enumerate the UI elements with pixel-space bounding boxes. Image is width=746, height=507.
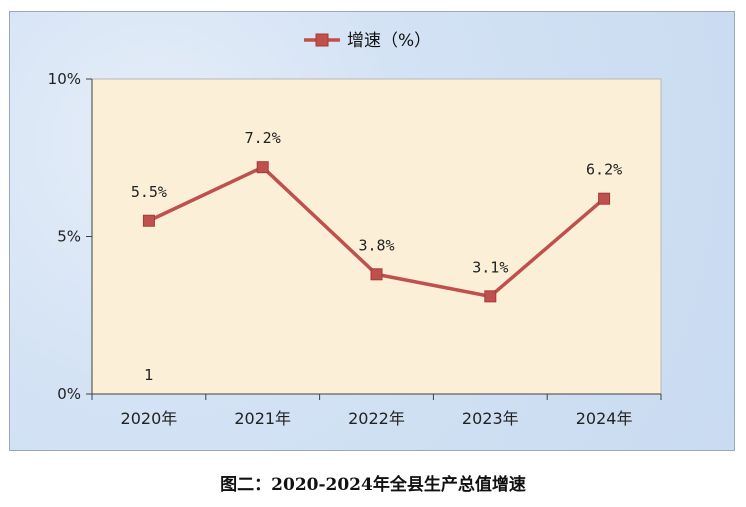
data-point-marker bbox=[598, 192, 611, 205]
data-point-marker bbox=[370, 268, 383, 281]
x-tick-label: 2020年 bbox=[121, 409, 178, 428]
data-label: 5.5% bbox=[131, 183, 167, 201]
y-tick-label: 0% bbox=[57, 385, 81, 403]
x-tick-label: 2022年 bbox=[348, 409, 405, 428]
y-tick-label: 10% bbox=[48, 70, 81, 88]
data-point-marker bbox=[256, 161, 269, 174]
legend-label: 增速（%） bbox=[347, 31, 431, 51]
legend-marker bbox=[315, 33, 329, 47]
data-label: 3.1% bbox=[472, 258, 508, 276]
chart-caption: 图二：2020-2024年全县生产总值增速 bbox=[220, 475, 526, 495]
x-tick-label: 2023年 bbox=[462, 409, 519, 428]
data-label: 6.2% bbox=[586, 161, 622, 179]
x-tick-label: 2024年 bbox=[576, 409, 633, 428]
data-point-marker bbox=[484, 290, 497, 303]
data-label: 7.2% bbox=[245, 129, 281, 147]
data-label: 3.8% bbox=[358, 236, 394, 254]
x-tick-label: 2021年 bbox=[234, 409, 291, 428]
annotation-text: 1 bbox=[144, 366, 154, 384]
plot-area bbox=[91, 78, 662, 395]
data-point-marker bbox=[142, 214, 155, 227]
y-tick-label: 5% bbox=[57, 228, 81, 246]
